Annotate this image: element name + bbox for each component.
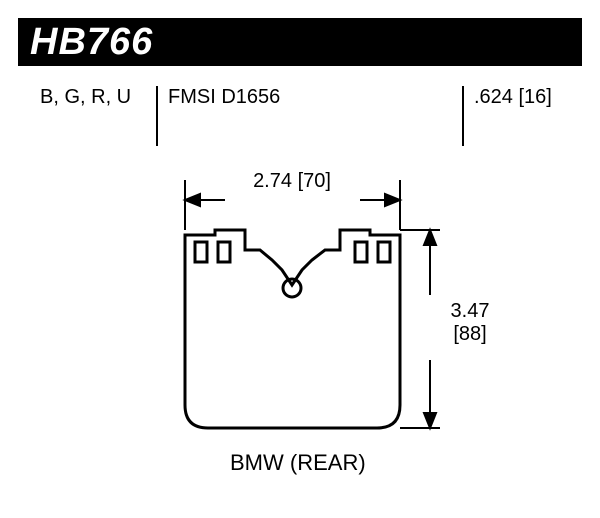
separator-1: [156, 86, 158, 146]
part-number: HB766: [30, 21, 153, 64]
width-mm: [70]: [298, 170, 331, 192]
height-mm: [88]: [453, 323, 486, 345]
width-in: 2.74: [253, 170, 292, 192]
height-in: 3.47: [451, 300, 490, 322]
height-dim-label: 3.47 [88]: [440, 300, 500, 346]
compounds: B, G, R, U: [40, 86, 131, 109]
brake-pad-diagram: [0, 160, 600, 480]
separator-2: [462, 86, 464, 146]
spec-row: B, G, R, U FMSI D1656 .624 [16]: [18, 86, 582, 146]
footer-label: BMW (REAR): [230, 450, 366, 476]
header-bar: HB766: [18, 18, 582, 66]
thickness-mm: [16]: [519, 86, 552, 108]
fmsi: FMSI D1656: [168, 86, 280, 109]
diagram-area: 2.74 [70] 3.47 [88]: [0, 160, 600, 480]
thickness-in: .624: [474, 86, 513, 108]
width-dim-label: 2.74 [70]: [232, 170, 352, 193]
